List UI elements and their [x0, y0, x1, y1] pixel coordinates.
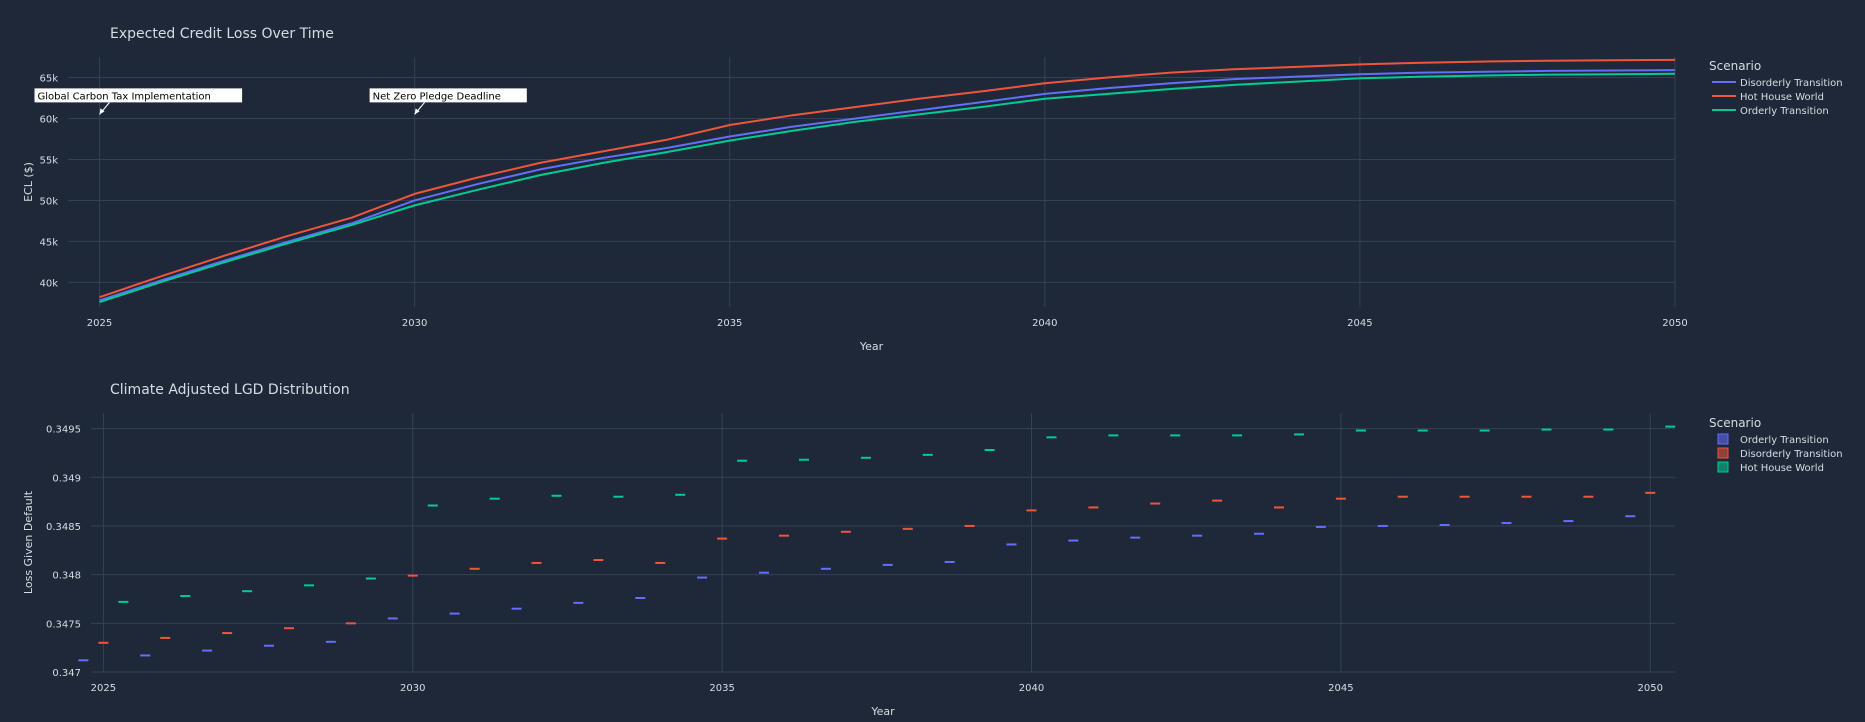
ecl-line-chart: Expected Credit Loss Over Time 2025 2030 20… — [22, 26, 1843, 353]
y-tick-label: 0.349 — [52, 473, 81, 484]
chart-title: Climate Adjusted LGD Distribution — [110, 382, 350, 398]
x-tick-label: 2045 — [1347, 318, 1372, 329]
legend-label: Disorderly Transition — [1740, 449, 1843, 460]
y-axis-title: Loss Given Default — [22, 490, 35, 594]
x-tick-label: 2040 — [1019, 683, 1044, 694]
y-tick-label: 50k — [39, 196, 58, 207]
x-tick-label: 2050 — [1662, 318, 1687, 329]
y-axis-title: ECL ($) — [22, 162, 35, 202]
x-tick-label: 2035 — [709, 683, 734, 694]
legend-item[interactable]: Hot House World — [1717, 461, 1824, 474]
legend-item[interactable]: Hot House World — [1712, 92, 1824, 103]
series-line — [99, 58, 1676, 299]
y-tick-label: 40k — [39, 278, 58, 289]
legend-item[interactable]: Disorderly Transition — [1712, 78, 1843, 89]
series-disorderly-transition — [99, 69, 1676, 302]
series-orderly-transition — [78, 515, 1636, 662]
x-tick-label: 2025 — [91, 683, 116, 694]
legend-swatch — [1717, 433, 1729, 445]
series-orderly-transition — [99, 72, 1676, 304]
legend-label: Orderly Transition — [1740, 435, 1829, 446]
x-axis-title: Year — [859, 340, 884, 353]
y-tick-label: 45k — [39, 237, 58, 248]
y-tick-label: 0.348 — [52, 571, 81, 582]
x-tick-label: 2030 — [402, 318, 427, 329]
legend-item[interactable]: Disorderly Transition — [1717, 447, 1843, 460]
y-tick-label: 0.347 — [52, 668, 81, 679]
legend-label: Hot House World — [1740, 92, 1824, 103]
x-tick-label: 2035 — [717, 318, 742, 329]
y-tick-label: 0.3495 — [46, 425, 81, 436]
legend: Scenario Orderly Transition Disorderly Tra… — [1709, 416, 1843, 474]
x-tick-label: 2040 — [1032, 318, 1057, 329]
annotation-text: Global Carbon Tax Implementation — [38, 91, 211, 102]
series-hot-house-world — [118, 425, 1676, 603]
x-tick-label: 2045 — [1328, 683, 1353, 694]
annotation-box — [34, 88, 243, 103]
series-disorderly-transition — [98, 491, 1656, 644]
series-line — [99, 69, 1676, 302]
y-tick-label: 0.3475 — [46, 619, 81, 630]
series-line — [99, 72, 1676, 304]
annotation-text: Net Zero Pledge Deadline — [373, 91, 501, 102]
y-tick-label: 0.3485 — [46, 522, 81, 533]
x-tick-label: 2025 — [87, 318, 112, 329]
annotation-arrowhead — [414, 108, 420, 115]
lgd-scatter-chart: Climate Adjusted LGD Distribution 2025 203… — [22, 382, 1843, 718]
legend-label: Disorderly Transition — [1740, 78, 1843, 89]
x-tick-label: 2050 — [1638, 683, 1663, 694]
annotation-box — [369, 88, 527, 103]
legend-label: Orderly Transition — [1740, 106, 1829, 117]
chart-title: Expected Credit Loss Over Time — [110, 26, 334, 42]
y-tick-label: 65k — [39, 73, 58, 84]
series-hot-house-world — [99, 58, 1676, 299]
x-axis-title: Year — [870, 705, 895, 718]
annotation-arrowhead — [99, 108, 105, 115]
legend-item[interactable]: Orderly Transition — [1712, 106, 1829, 117]
y-tick-label: 60k — [39, 114, 58, 125]
x-tick-label: 2030 — [400, 683, 425, 694]
legend-item[interactable]: Orderly Transition — [1717, 433, 1829, 446]
legend-title: Scenario — [1709, 59, 1761, 73]
legend-label: Hot House World — [1740, 463, 1824, 474]
legend-title: Scenario — [1709, 416, 1761, 430]
legend-swatch — [1717, 461, 1729, 473]
legend: Scenario Disorderly Transition Hot House W… — [1709, 59, 1843, 117]
y-tick-label: 55k — [39, 155, 58, 166]
legend-swatch — [1717, 447, 1729, 459]
